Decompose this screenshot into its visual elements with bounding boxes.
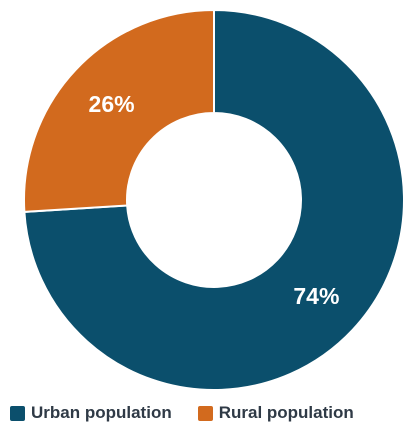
data-label-rural: 26% [89, 91, 135, 117]
legend-swatch-urban [10, 405, 25, 421]
legend-item-rural: Rural population [197, 403, 354, 423]
legend-label-rural: Rural population [218, 403, 354, 422]
legend-label-urban: Urban population [31, 403, 172, 422]
donut-svg: 74% 26% [23, 8, 405, 391]
data-label-urban: 74% [293, 283, 339, 309]
legend: Urban population Rural population [0, 401, 406, 425]
slice-rural [23, 8, 215, 213]
legend-item-urban: Urban population [10, 403, 172, 423]
slice-urban [23, 8, 405, 391]
legend-swatch-rural [197, 405, 213, 421]
